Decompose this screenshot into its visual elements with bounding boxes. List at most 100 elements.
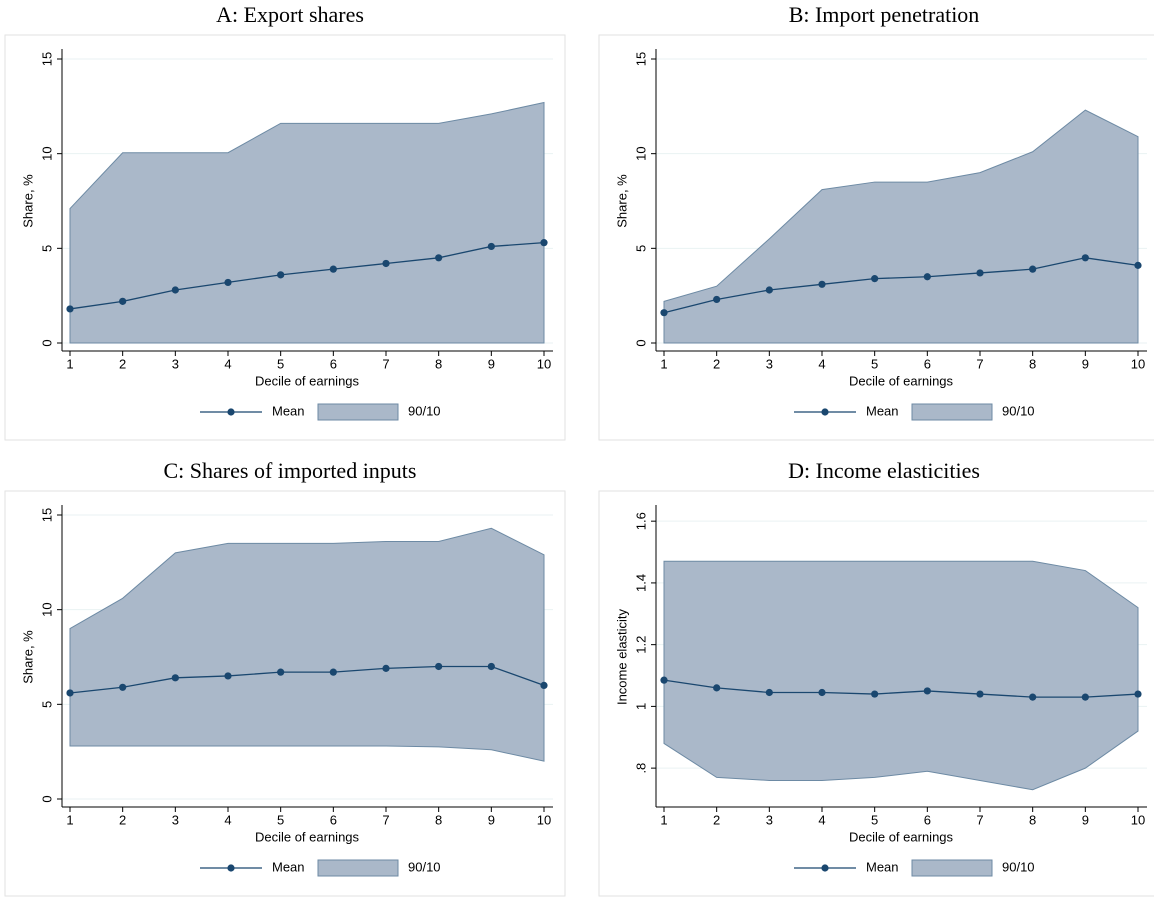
panel-title: B: Import penetration bbox=[789, 2, 980, 27]
mean-point bbox=[435, 254, 443, 262]
mean-point bbox=[66, 305, 74, 313]
x-tick-label: 5 bbox=[871, 812, 878, 827]
x-tick-label: 3 bbox=[172, 812, 179, 827]
mean-line bbox=[663, 679, 1139, 698]
y-axis-label: Share, % bbox=[614, 174, 629, 228]
x-tick-label: 5 bbox=[277, 812, 284, 827]
x-tick-label: 8 bbox=[1029, 356, 1036, 371]
x-tick-label: 6 bbox=[330, 356, 337, 371]
mean-point bbox=[540, 239, 548, 247]
x-tick-label: 9 bbox=[488, 356, 495, 371]
x-tick-label: 9 bbox=[1082, 812, 1089, 827]
mean-point bbox=[1134, 690, 1142, 698]
mean-point bbox=[1134, 261, 1142, 269]
mean-point bbox=[171, 674, 179, 682]
x-tick-label: 4 bbox=[224, 812, 231, 827]
y-tick-label: 1.6 bbox=[633, 512, 648, 530]
x-tick-label: 7 bbox=[382, 356, 389, 371]
legend-marker bbox=[227, 864, 235, 872]
legend-label: 90/10 bbox=[408, 859, 441, 874]
y-tick-label: 0 bbox=[39, 795, 54, 802]
x-tick-label: 6 bbox=[330, 812, 337, 827]
x-tick-label: 6 bbox=[924, 356, 931, 371]
mean-point bbox=[277, 668, 285, 676]
panel-title: C: Shares of imported inputs bbox=[164, 458, 417, 483]
mean-point bbox=[487, 662, 495, 671]
y-tick-label: 15 bbox=[633, 52, 648, 66]
legend-marker bbox=[821, 864, 829, 872]
mean-point bbox=[435, 662, 443, 671]
band-area bbox=[663, 560, 1139, 791]
mean-point bbox=[1029, 265, 1037, 273]
x-axis-label: Decile of earnings bbox=[849, 373, 954, 388]
x-tick-label: 2 bbox=[713, 812, 720, 827]
mean-point bbox=[765, 688, 773, 697]
mean-point bbox=[713, 684, 721, 692]
panel-title: A: Export shares bbox=[216, 2, 364, 27]
mean-point bbox=[1081, 254, 1089, 262]
mean-point bbox=[923, 687, 931, 695]
x-axis-label: Decile of earnings bbox=[255, 829, 360, 844]
legend-label: Mean bbox=[272, 403, 305, 418]
legend-marker bbox=[227, 408, 235, 416]
y-axis-label: Share, % bbox=[20, 174, 35, 228]
mean-point bbox=[1029, 693, 1037, 701]
x-tick-label: 2 bbox=[119, 812, 126, 827]
x-tick-label: 2 bbox=[713, 356, 720, 371]
y-tick-label: 15 bbox=[39, 52, 54, 66]
x-tick-label: 1 bbox=[660, 356, 667, 371]
mean-point bbox=[923, 273, 931, 281]
panel: A: Export shares 0 5 10 15 1 2 3 4 5 6 7 8 9 10 Decile … bbox=[4, 2, 566, 441]
x-tick-label: 2 bbox=[119, 356, 126, 371]
x-tick-label: 4 bbox=[818, 812, 825, 827]
mean-point bbox=[818, 688, 826, 697]
y-tick-label: 5 bbox=[39, 245, 54, 252]
mean-point bbox=[224, 672, 232, 680]
y-tick-label: .8 bbox=[633, 763, 648, 774]
x-tick-label: 8 bbox=[435, 812, 442, 827]
y-tick-label: 1.2 bbox=[633, 636, 648, 654]
mean-point bbox=[382, 259, 390, 268]
mean-point bbox=[119, 683, 127, 691]
mean-point bbox=[66, 689, 74, 697]
mean-point bbox=[871, 275, 879, 283]
x-tick-label: 3 bbox=[766, 812, 773, 827]
mean-point bbox=[765, 286, 773, 294]
panel: B: Import penetration 0 5 10 15 1 2 3 4 5 6 7 8 9 10 De… bbox=[598, 2, 1154, 441]
band-area bbox=[69, 101, 545, 344]
mean-point bbox=[871, 690, 879, 698]
x-tick-label: 7 bbox=[382, 812, 389, 827]
legend-label: 90/10 bbox=[1002, 403, 1035, 418]
mean-point bbox=[713, 295, 721, 304]
legend-label: Mean bbox=[272, 859, 305, 874]
legend-swatch bbox=[317, 859, 399, 877]
y-axis-label: Income elasticity bbox=[614, 608, 629, 705]
legend-label: Mean bbox=[866, 859, 899, 874]
band-area bbox=[69, 527, 545, 762]
x-tick-label: 3 bbox=[172, 356, 179, 371]
legend-label: 90/10 bbox=[408, 403, 441, 418]
y-tick-label: 0 bbox=[39, 339, 54, 346]
band-area bbox=[663, 109, 1139, 344]
x-tick-label: 5 bbox=[277, 356, 284, 371]
mean-point bbox=[329, 265, 337, 273]
mean-point bbox=[540, 681, 548, 690]
x-tick-label: 4 bbox=[224, 356, 231, 371]
mean-point bbox=[976, 269, 984, 277]
mean-point bbox=[818, 280, 826, 288]
y-axis-label: Share, % bbox=[20, 630, 35, 684]
x-tick-label: 10 bbox=[537, 356, 551, 371]
y-tick-label: 10 bbox=[633, 146, 648, 160]
panel: D: Income elasticities .8 1 1.2 1.4 1.6 1 2 3 4 5 6… bbox=[598, 458, 1154, 897]
x-tick-label: 10 bbox=[1131, 812, 1145, 827]
mean-point bbox=[277, 271, 285, 279]
mean-point bbox=[224, 278, 232, 287]
legend-swatch bbox=[911, 403, 993, 421]
panel-title: D: Income elasticities bbox=[788, 458, 980, 483]
legend-label: 90/10 bbox=[1002, 859, 1035, 874]
y-tick-label: 10 bbox=[39, 602, 54, 616]
mean-point bbox=[487, 242, 495, 251]
mean-point bbox=[1081, 693, 1089, 701]
panel: C: Shares of imported inputs 0 5 10 15 1 2 3 4 5 6… bbox=[4, 458, 566, 897]
x-axis-label: Decile of earnings bbox=[255, 373, 360, 388]
